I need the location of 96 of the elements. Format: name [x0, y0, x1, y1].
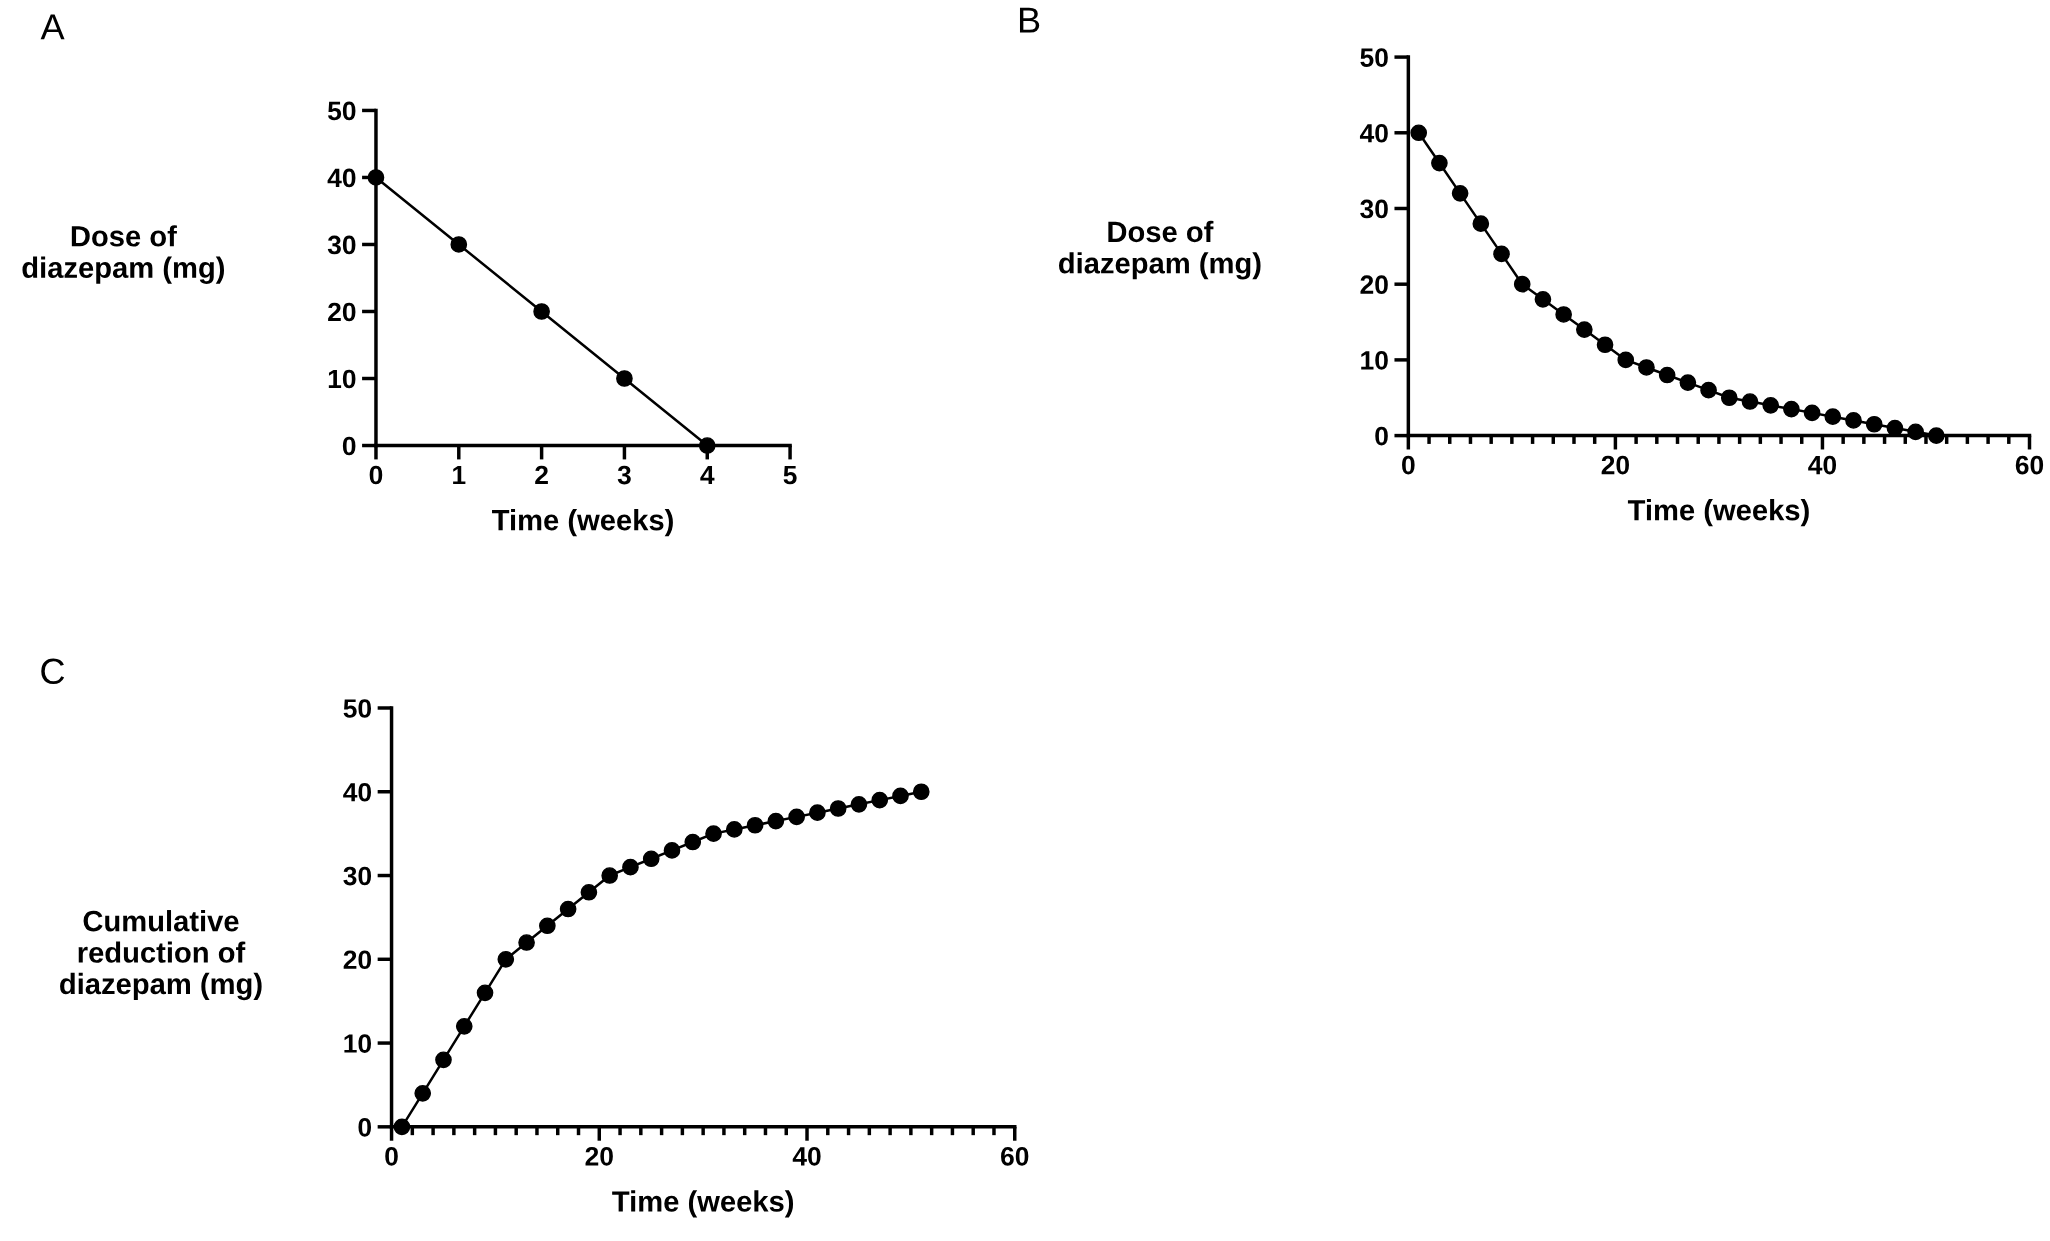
point	[1555, 306, 1572, 323]
y-tick-label: 50	[327, 101, 356, 121]
x-tick-label: 0	[1402, 455, 1415, 475]
x-axis-title: Time (weeks)	[1627, 499, 1809, 527]
x-tick-label: 60	[1001, 1146, 1029, 1166]
point	[642, 850, 660, 868]
x-tick-label: 5	[783, 465, 797, 485]
x-tick-label: 40	[1808, 455, 1837, 475]
y-tick-label: 0	[1375, 426, 1388, 446]
point	[698, 437, 716, 454]
point	[1493, 245, 1510, 263]
point	[539, 917, 556, 935]
point	[1741, 393, 1759, 410]
x-tick-label: 60	[2015, 455, 2044, 475]
x-tick-label: 2	[535, 465, 548, 485]
text: B	[1019, 7, 1040, 33]
point	[1907, 423, 1924, 441]
y-axis-title: Dose of diazepam (mg)	[1059, 220, 1261, 280]
point	[684, 833, 702, 851]
x-axis-title: Time (weeks)	[612, 1190, 794, 1218]
point	[1679, 374, 1697, 391]
point	[580, 883, 598, 901]
y-tick-label: 10	[328, 369, 356, 389]
y-tick-label: 0	[342, 436, 356, 456]
point	[705, 825, 722, 842]
point	[1576, 321, 1593, 338]
point	[497, 950, 515, 968]
y-tick-label: 40	[343, 782, 372, 802]
x-tick-label: 20	[585, 1146, 613, 1166]
y-tick-label: 0	[358, 1117, 372, 1137]
point	[1824, 408, 1842, 425]
y-tick-label: 50	[343, 699, 372, 718]
point	[1783, 400, 1800, 418]
text: A	[40, 14, 65, 40]
point	[1534, 290, 1552, 308]
point	[1596, 336, 1614, 354]
text: C	[41, 658, 65, 685]
point	[1700, 381, 1717, 399]
point	[663, 842, 681, 859]
point	[1865, 415, 1883, 433]
point	[455, 1017, 473, 1035]
point	[1513, 275, 1531, 293]
point	[912, 783, 930, 801]
point	[518, 934, 535, 951]
y-tick-label: 40	[327, 168, 356, 188]
y-tick-label: 20	[343, 950, 372, 970]
point	[1845, 412, 1862, 429]
y-tick-label: 40	[1359, 123, 1388, 143]
x-tick-label: 3	[617, 465, 631, 485]
point	[616, 370, 633, 387]
point	[476, 984, 494, 1002]
y-tick-label: 20	[328, 302, 356, 322]
point	[622, 858, 639, 876]
x-tick-label: 0	[385, 1146, 398, 1166]
point	[435, 1051, 452, 1069]
y-tick-label: 50	[1360, 48, 1388, 67]
y-tick-label: 10	[344, 1034, 372, 1053]
point	[892, 787, 909, 805]
point	[788, 808, 805, 826]
point	[1431, 154, 1448, 172]
point	[1472, 215, 1490, 232]
x-tick-label: 40	[792, 1146, 821, 1166]
y-tick-label: 30	[343, 866, 372, 886]
point	[559, 900, 577, 918]
point	[601, 867, 619, 884]
y-tick-label: 30	[1360, 199, 1388, 219]
point	[1451, 185, 1469, 202]
point	[725, 821, 743, 838]
point	[1638, 359, 1655, 376]
x-tick-label: 1	[453, 465, 466, 485]
point	[1410, 124, 1428, 142]
x-axis-title: Time (weeks)	[492, 509, 673, 537]
x-tick-label: 4	[700, 465, 715, 485]
point	[1658, 366, 1676, 384]
y-axis-title: Dose of diazepam (mg)	[22, 225, 225, 284]
point	[414, 1084, 432, 1102]
point	[1803, 404, 1821, 422]
y-axis-title: Cumulative reduction of diazepam (mg)	[60, 910, 262, 1001]
point	[850, 795, 868, 813]
x-tick-label: 20	[1601, 455, 1629, 475]
point	[533, 303, 550, 320]
point	[1617, 351, 1635, 369]
y-tick-label: 20	[1360, 275, 1388, 295]
point	[1762, 396, 1780, 414]
point	[1720, 389, 1738, 407]
point	[1927, 427, 1945, 444]
point	[809, 804, 826, 822]
point	[871, 791, 889, 809]
point	[367, 169, 385, 186]
y-tick-label: 10	[1361, 351, 1388, 370]
point	[746, 816, 764, 834]
point	[450, 236, 468, 253]
point	[767, 812, 785, 830]
point	[829, 800, 847, 817]
y-tick-label: 30	[327, 235, 356, 255]
point	[393, 1118, 411, 1136]
